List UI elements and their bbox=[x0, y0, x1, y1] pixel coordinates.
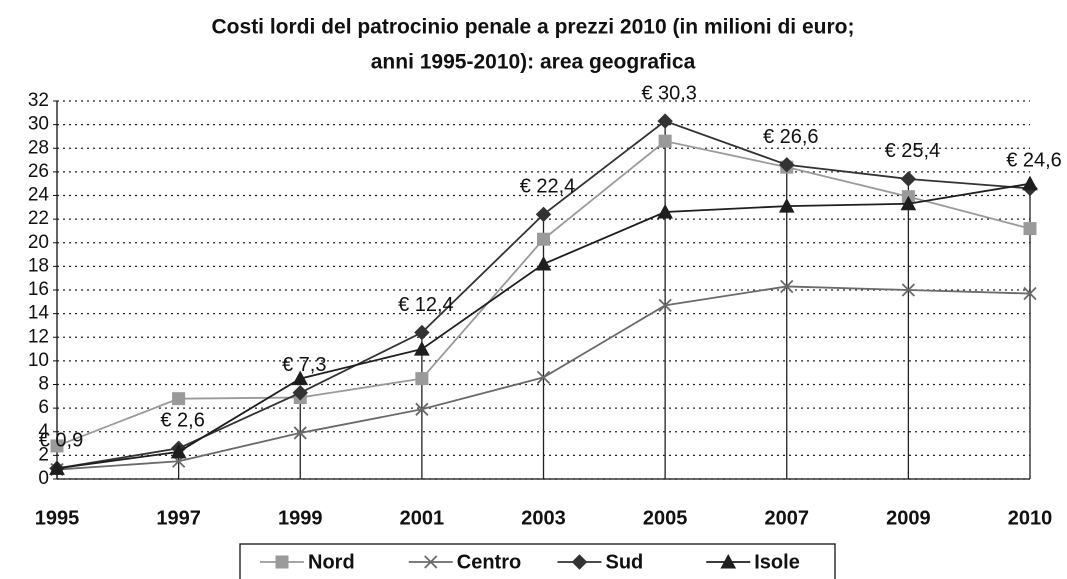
marker bbox=[780, 279, 794, 294]
y-tick-label: 24 bbox=[28, 185, 50, 206]
legend-label: Sud bbox=[606, 551, 644, 573]
y-tick-label: 0 bbox=[38, 468, 49, 489]
marker bbox=[170, 443, 187, 459]
marker bbox=[414, 324, 430, 341]
marker bbox=[536, 370, 551, 385]
y-tick-label: 26 bbox=[28, 161, 49, 182]
y-tick-label: 30 bbox=[28, 114, 49, 135]
y-tick-label: 10 bbox=[28, 350, 49, 371]
chart-title: Costi lordi del patrocinio penale a prez… bbox=[212, 16, 855, 39]
marker bbox=[779, 157, 795, 173]
marker bbox=[172, 392, 186, 406]
x-tick-label: 2003 bbox=[521, 507, 566, 529]
marker bbox=[657, 203, 673, 219]
x-tick-label: 1995 bbox=[35, 507, 80, 529]
data-label: € 2,6 bbox=[160, 410, 204, 432]
marker bbox=[571, 554, 588, 570]
legend-label: Centro bbox=[457, 551, 521, 573]
marker bbox=[535, 206, 552, 223]
marker bbox=[415, 402, 429, 416]
x-tick-label: 1999 bbox=[278, 507, 323, 529]
marker bbox=[50, 439, 64, 453]
marker bbox=[1022, 175, 1038, 191]
marker bbox=[275, 555, 289, 569]
marker bbox=[901, 283, 916, 297]
x-tick-label: 2007 bbox=[765, 507, 810, 529]
marker bbox=[778, 198, 795, 213]
legend-label: Isole bbox=[754, 551, 800, 573]
marker bbox=[658, 298, 672, 312]
marker bbox=[292, 370, 309, 386]
marker bbox=[900, 195, 917, 211]
marker bbox=[900, 171, 917, 187]
x-tick-label: 2005 bbox=[643, 507, 688, 529]
y-tick-label: 12 bbox=[28, 326, 49, 347]
y-tick-label: 6 bbox=[38, 397, 49, 418]
y-tick-label: 4 bbox=[38, 421, 49, 442]
x-tick-label: 1997 bbox=[156, 507, 201, 529]
data-label: € 22,4 bbox=[520, 176, 576, 198]
marker bbox=[658, 134, 672, 148]
y-tick-label: 20 bbox=[28, 232, 49, 253]
x-tick-label: 2009 bbox=[886, 507, 931, 529]
marker bbox=[292, 385, 308, 401]
marker bbox=[720, 553, 737, 569]
x-tick-label: 2010 bbox=[1008, 507, 1053, 529]
marker bbox=[1023, 286, 1037, 301]
y-tick-label: 16 bbox=[28, 279, 49, 300]
marker bbox=[1023, 222, 1037, 236]
marker bbox=[414, 341, 430, 356]
y-tick-label: 22 bbox=[28, 208, 49, 229]
marker bbox=[49, 460, 65, 475]
x-tick-label: 2001 bbox=[400, 507, 445, 529]
y-tick-label: 14 bbox=[28, 303, 50, 324]
data-label: € 24,6 bbox=[1006, 150, 1062, 172]
data-label: € 25,4 bbox=[885, 140, 941, 162]
y-tick-label: 32 bbox=[28, 90, 49, 111]
marker bbox=[424, 555, 438, 569]
y-tick-label: 2 bbox=[38, 444, 49, 465]
marker bbox=[415, 372, 429, 386]
chart-title: anni 1995-2010): area geografica bbox=[371, 51, 696, 74]
data-label: € 7,3 bbox=[282, 354, 326, 376]
data-label: € 26,6 bbox=[763, 126, 819, 148]
marker bbox=[293, 426, 307, 440]
marker bbox=[535, 255, 552, 271]
marker bbox=[537, 232, 550, 246]
data-label: € 12,4 bbox=[398, 294, 454, 316]
marker bbox=[657, 113, 673, 129]
y-tick-label: 28 bbox=[28, 137, 49, 158]
data-label: € 0,9 bbox=[39, 430, 83, 452]
y-tick-label: 18 bbox=[28, 255, 49, 276]
data-label: € 30,3 bbox=[641, 82, 697, 104]
y-tick-label: 8 bbox=[38, 374, 49, 395]
legend-label: Nord bbox=[308, 551, 355, 573]
